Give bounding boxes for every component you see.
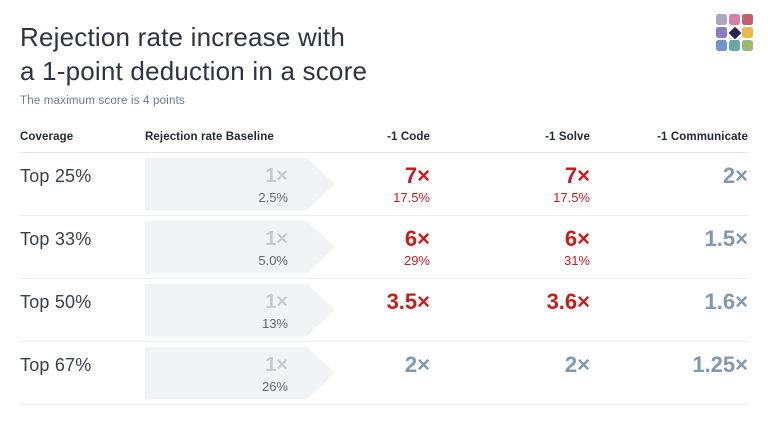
code-multiplier: 3.5× xyxy=(386,288,430,314)
rejection-rate-table: Coverage Rejection rate Baseline -1 Code… xyxy=(20,123,748,405)
logo-color-cell xyxy=(729,14,740,25)
logo-color-cell xyxy=(742,14,753,25)
communicate-cell: 2× xyxy=(590,153,748,215)
baseline-arrow-shape: 1× 2.5% xyxy=(145,157,335,211)
communicate-multiplier: 1.6× xyxy=(704,288,748,314)
logo-center-cell xyxy=(728,26,741,39)
infographic-page: Rejection rate increase with a 1-point d… xyxy=(20,0,753,405)
solve-cell: 6× 31% xyxy=(430,216,590,278)
communicate-cell: 1.25× xyxy=(590,342,748,404)
coverage-label: Top 50% xyxy=(20,291,92,312)
solve-cell: 2× xyxy=(430,342,590,404)
coverage-cell: Top 25% xyxy=(20,153,145,215)
column-header-coverage: Coverage xyxy=(20,131,74,143)
title-line-2: a 1-point deduction in a score xyxy=(20,56,368,86)
page-title: Rejection rate increase with a 1-point d… xyxy=(20,20,748,88)
communicate-cell: 1.6× xyxy=(590,279,748,341)
solve-cell: 7× 17.5% xyxy=(430,153,590,215)
solve-multiplier: 3.6× xyxy=(546,288,590,314)
coverage-label: Top 33% xyxy=(20,228,92,249)
baseline-rate: 13% xyxy=(261,315,288,331)
table-row: Top 50% 1× 13% 3.5× 3.6× 1.6× xyxy=(20,279,748,342)
logo-color-cell xyxy=(729,40,740,51)
code-rate xyxy=(335,315,430,332)
solve-rate: 31% xyxy=(563,252,590,268)
communicate-rate xyxy=(590,378,748,395)
code-cell: 7× 17.5% xyxy=(335,153,430,215)
table-row: Top 25% 1× 2.5% 7× 17.5% 7× 17.5% 2× xyxy=(20,153,748,216)
coverage-label: Top 67% xyxy=(20,354,92,375)
coverage-label: Top 25% xyxy=(20,165,92,186)
brand-logo-icon xyxy=(716,14,753,51)
column-header-solve: -1 Solve xyxy=(545,131,590,143)
baseline-arrow-shape: 1× 26% xyxy=(145,346,335,400)
solve-rate xyxy=(430,315,590,332)
logo-diamond-icon xyxy=(728,26,741,39)
code-rate: 29% xyxy=(403,252,430,268)
code-rate: 17.5% xyxy=(393,189,430,205)
communicate-multiplier: 1.5× xyxy=(704,225,748,251)
column-header-code: -1 Code xyxy=(387,131,430,143)
baseline-rate: 26% xyxy=(261,378,288,394)
logo-color-cell xyxy=(716,14,727,25)
solve-multiplier: 6× xyxy=(564,225,590,251)
solve-cell: 3.6× xyxy=(430,279,590,341)
baseline-rate: 2.5% xyxy=(258,189,288,205)
baseline-rate: 5.0% xyxy=(258,252,288,268)
solve-rate xyxy=(430,378,590,395)
baseline-multiplier: 1× xyxy=(265,164,288,187)
page-header: Rejection rate increase with a 1-point d… xyxy=(20,0,748,107)
table-body: Top 25% 1× 2.5% 7× 17.5% 7× 17.5% 2× Top 33% 1× 5.… xyxy=(20,153,748,405)
coverage-cell: Top 33% xyxy=(20,216,145,278)
logo-color-cell xyxy=(742,27,753,38)
baseline-multiplier: 1× xyxy=(265,353,288,376)
code-cell: 3.5× xyxy=(335,279,430,341)
table-row: Top 33% 1× 5.0% 6× 29% 6× 31% 1.5× xyxy=(20,216,748,279)
baseline-multiplier: 1× xyxy=(265,227,288,250)
title-line-1: Rejection rate increase with xyxy=(20,22,345,52)
column-header-baseline: Rejection rate Baseline xyxy=(145,131,274,143)
logo-color-cell xyxy=(716,40,727,51)
baseline-cell: 1× 26% xyxy=(145,342,335,404)
baseline-multiplier: 1× xyxy=(265,290,288,313)
code-multiplier: 2× xyxy=(404,351,430,377)
baseline-arrow-shape: 1× 5.0% xyxy=(145,220,335,274)
column-header-communicate: -1 Communicate xyxy=(657,131,748,143)
baseline-cell: 1× 13% xyxy=(145,279,335,341)
code-multiplier: 7× xyxy=(404,162,430,188)
solve-multiplier: 7× xyxy=(564,162,590,188)
logo-color-cell xyxy=(716,27,727,38)
communicate-cell: 1.5× xyxy=(590,216,748,278)
communicate-multiplier: 1.25× xyxy=(692,351,748,377)
code-cell: 2× xyxy=(335,342,430,404)
communicate-multiplier: 2× xyxy=(722,162,748,188)
solve-rate: 17.5% xyxy=(553,189,590,205)
code-multiplier: 6× xyxy=(404,225,430,251)
communicate-rate xyxy=(590,252,748,269)
coverage-cell: Top 67% xyxy=(20,342,145,404)
code-cell: 6× 29% xyxy=(335,216,430,278)
baseline-cell: 1× 2.5% xyxy=(145,153,335,215)
page-subtitle: The maximum score is 4 points xyxy=(20,95,185,107)
code-rate xyxy=(335,378,430,395)
table-row: Top 67% 1× 26% 2× 2× 1.25× xyxy=(20,342,748,405)
logo-color-cell xyxy=(742,40,753,51)
communicate-rate xyxy=(590,189,748,206)
baseline-cell: 1× 5.0% xyxy=(145,216,335,278)
solve-multiplier: 2× xyxy=(564,351,590,377)
baseline-arrow-shape: 1× 13% xyxy=(145,283,335,337)
table-header-row: Coverage Rejection rate Baseline -1 Code… xyxy=(20,123,748,153)
communicate-rate xyxy=(590,315,748,332)
coverage-cell: Top 50% xyxy=(20,279,145,341)
